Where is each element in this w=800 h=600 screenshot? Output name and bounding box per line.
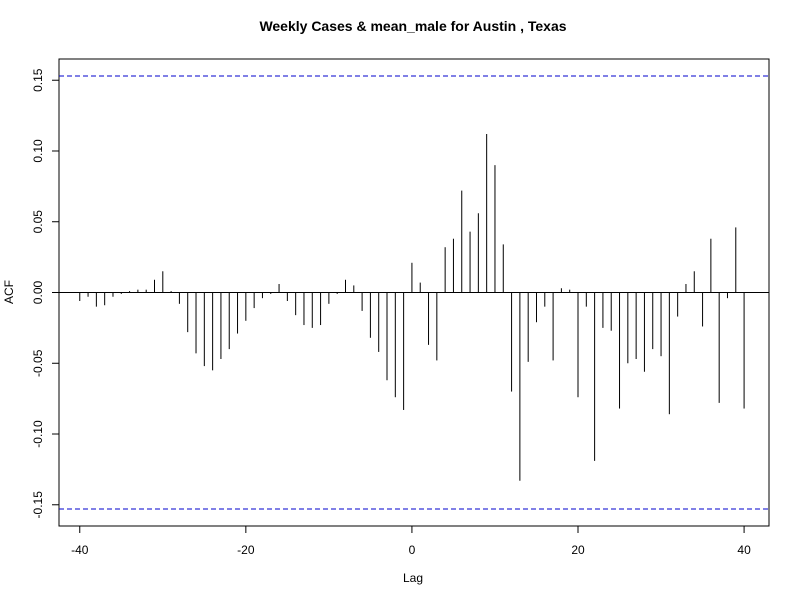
x-tick-label: -40 [71, 543, 89, 557]
y-tick-label: -0.05 [31, 349, 45, 377]
chart-title: Weekly Cases & mean_male for Austin , Te… [259, 18, 566, 34]
y-tick-label: -0.10 [31, 420, 45, 448]
y-tick-label: 0.00 [31, 280, 45, 304]
x-axis: -40 -20 0 20 40 [71, 525, 751, 557]
x-tick-label: -20 [237, 543, 255, 557]
x-tick-label: 20 [571, 543, 585, 557]
y-axis: -0.15 -0.10 -0.05 0.00 0.05 0.10 0.15 [31, 68, 60, 519]
y-tick-label: 0.10 [31, 139, 45, 163]
y-tick-label: -0.15 [31, 491, 45, 519]
x-tick-label: 0 [409, 543, 416, 557]
y-tick-label: 0.05 [31, 210, 45, 234]
x-axis-label: Lag [403, 571, 423, 585]
x-tick-label: 40 [737, 543, 751, 557]
acf-bars [79, 134, 745, 481]
y-tick-label: 0.15 [31, 68, 45, 92]
y-axis-label: ACF [2, 280, 16, 304]
